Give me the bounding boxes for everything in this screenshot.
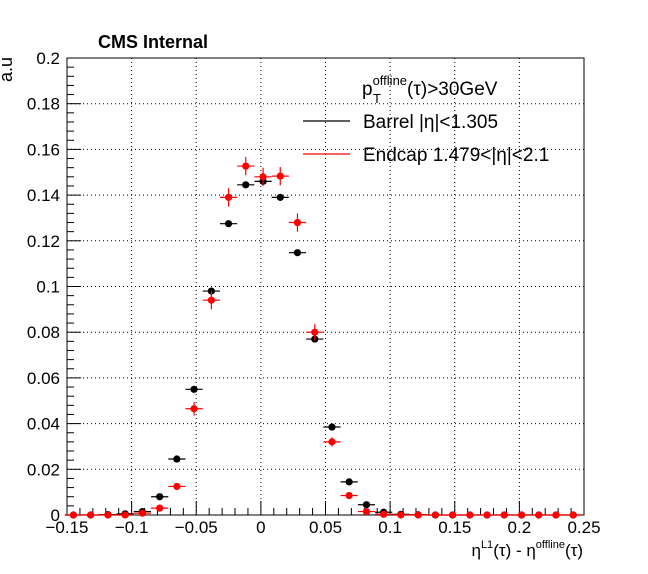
x-axis-label-main: η xyxy=(471,541,480,560)
data-point-endcap xyxy=(276,172,284,180)
legend-label-endcap: Endcap 1.479<|η|<2.1 xyxy=(363,145,549,166)
data-point-barrel xyxy=(345,478,353,486)
data-point-endcap xyxy=(345,491,353,500)
y-tick-label: 0.16 xyxy=(27,140,60,159)
data-point-endcap xyxy=(207,296,215,304)
x-tick-label: 0.1 xyxy=(378,518,402,537)
x-axis-label: ηL1(τ) - ηoffline(τ) xyxy=(471,539,583,560)
data-point-endcap xyxy=(448,511,457,519)
data-point-endcap xyxy=(121,511,129,519)
data-point-endcap xyxy=(552,511,560,519)
legend-header-sup: offline xyxy=(373,73,407,88)
y-tick-label: 0.18 xyxy=(27,95,60,114)
data-point-endcap xyxy=(69,511,78,519)
data-point-endcap xyxy=(397,511,405,519)
data-point-endcap xyxy=(242,162,250,170)
legend-header-main: p xyxy=(362,79,373,100)
data-point-endcap xyxy=(311,328,319,336)
data-point-endcap xyxy=(483,511,491,519)
x-tick-label: 0.2 xyxy=(508,518,532,537)
data-point-endcap xyxy=(500,511,508,519)
data-point-endcap xyxy=(328,438,336,446)
y-tick-label: 0.14 xyxy=(27,186,60,205)
data-point-endcap xyxy=(569,511,577,519)
x-axis-label-sup1: L1 xyxy=(481,539,493,551)
data-point-endcap xyxy=(87,511,95,519)
data-point-barrel xyxy=(173,455,181,463)
data-point-endcap xyxy=(190,405,198,413)
x-axis-label-end: (τ) xyxy=(565,541,583,560)
y-tick-label: 0.12 xyxy=(27,232,60,251)
data-point-barrel xyxy=(224,220,233,228)
data-point-barrel xyxy=(156,493,164,501)
x-tick-label: 0 xyxy=(256,518,265,537)
x-tick-label: −0.15 xyxy=(45,518,88,537)
data-point-barrel xyxy=(328,423,336,431)
data-point-barrel xyxy=(362,501,371,509)
y-tick-label: 0.1 xyxy=(36,278,60,297)
x-tick-label: −0.1 xyxy=(115,518,149,537)
data-point-endcap xyxy=(104,511,112,519)
legend-header-sub: T xyxy=(373,91,381,106)
data-point-endcap xyxy=(173,482,181,491)
data-point-endcap xyxy=(466,511,474,519)
legend-label-barrel: Barrel |η|<1.305 xyxy=(363,112,498,133)
data-point-endcap xyxy=(138,509,146,517)
data-point-endcap xyxy=(362,507,371,516)
data-point-endcap xyxy=(259,173,267,181)
legend-header: poffline(τ)>30GeV xyxy=(362,73,498,100)
data-marks xyxy=(64,156,582,519)
y-axis-label: a.u xyxy=(0,57,16,82)
x-tick-label: 0.15 xyxy=(438,518,471,537)
y-tick-label: 0.04 xyxy=(27,415,60,434)
data-point-endcap xyxy=(293,218,302,227)
x-tick-label: −0.05 xyxy=(175,518,218,537)
x-axis-label-sup2: offline xyxy=(536,539,565,551)
data-point-endcap xyxy=(517,511,526,519)
data-point-endcap xyxy=(156,504,164,512)
data-point-barrel xyxy=(293,249,302,257)
data-point-endcap xyxy=(414,511,422,519)
legend: poffline(τ)>30GeV T Barrel |η|<1.305 End… xyxy=(303,73,549,166)
data-point-endcap xyxy=(224,193,233,201)
data-point-endcap xyxy=(431,511,439,519)
y-tick-label: 0.2 xyxy=(36,49,60,68)
axes: −0.15 −0.1 −0.05 0 0.05 0.1 0.15 0.2 0.25 0 0.02 0.… xyxy=(27,49,601,537)
x-tick-label: 0.05 xyxy=(309,518,342,537)
y-tick-label: 0.06 xyxy=(27,369,60,388)
y-tick-label: 0.08 xyxy=(27,323,60,342)
y-tick-label: 0.02 xyxy=(27,460,60,479)
x-tick-label: 0.25 xyxy=(567,518,600,537)
data-point-barrel xyxy=(242,181,250,189)
legend-header-end: (τ)>30GeV xyxy=(407,79,498,100)
data-point-endcap xyxy=(380,510,388,518)
data-point-barrel xyxy=(190,385,198,393)
x-axis-label-mid: (τ) - η xyxy=(493,541,536,560)
chart-title: CMS Internal xyxy=(98,32,208,52)
data-point-endcap xyxy=(535,511,543,519)
data-point-barrel xyxy=(276,193,284,201)
y-tick-label: 0 xyxy=(51,506,60,525)
